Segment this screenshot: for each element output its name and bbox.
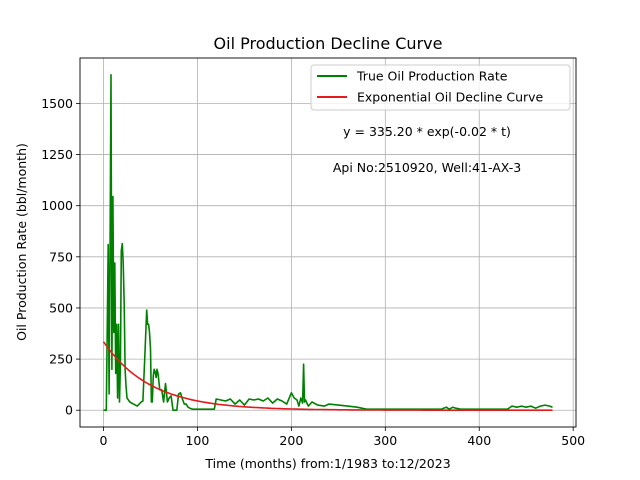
chart-title: Oil Production Decline Curve	[214, 34, 443, 53]
x-axis-label: Time (months) from:1/1983 to:12/2023	[204, 456, 450, 471]
legend-label-decline-curve: Exponential Oil Decline Curve	[357, 90, 544, 105]
equation-annotation: y = 335.20 * exp(-0.02 * t)	[343, 124, 511, 139]
y-tick-label: 750	[49, 249, 73, 264]
x-tick-label: 500	[561, 433, 585, 448]
y-tick-label: 1500	[41, 96, 73, 111]
x-tick-label: 0	[100, 433, 108, 448]
y-axis-ticks: 0 250 500 750 1000 1250 1500	[41, 96, 80, 418]
y-tick-label: 0	[65, 403, 73, 418]
x-tick-label: 400	[467, 433, 491, 448]
legend-box	[310, 64, 571, 111]
x-tick-label: 100	[185, 433, 209, 448]
x-tick-label: 300	[373, 433, 397, 448]
y-tick-label: 1250	[41, 147, 73, 162]
series-exponential-decline-curve	[102, 341, 553, 412]
y-axis-label: Oil Production Rate (bbl/month)	[14, 143, 29, 341]
axes-frame	[79, 57, 577, 428]
y-tick-label: 1000	[41, 198, 73, 213]
y-tick-label: 500	[49, 300, 73, 315]
plot-area	[80, 58, 576, 427]
legend-label-true-rate: True Oil Production Rate	[356, 69, 508, 84]
x-tick-label: 200	[279, 433, 303, 448]
y-tick-label: 250	[49, 352, 73, 367]
well-annotation: Api No:2510920, Well:41-AX-3	[333, 160, 521, 175]
series-true-oil-production-rate	[103, 74, 553, 412]
legend: True Oil Production Rate Exponential Oil…	[310, 64, 571, 111]
series-layer	[102, 74, 553, 412]
x-axis-ticks: 0 100 200 300 400 500	[100, 427, 585, 448]
